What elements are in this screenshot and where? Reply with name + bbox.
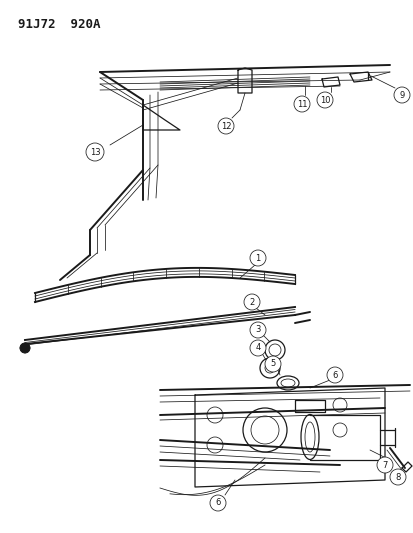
Text: 1: 1 [255, 254, 260, 262]
Circle shape [20, 343, 30, 353]
Text: 5: 5 [270, 359, 275, 368]
Circle shape [249, 340, 266, 356]
Circle shape [249, 322, 266, 338]
Circle shape [209, 495, 225, 511]
Text: 13: 13 [90, 148, 100, 157]
Text: 9: 9 [399, 91, 404, 100]
Text: 6: 6 [332, 370, 337, 379]
Text: 11: 11 [296, 100, 306, 109]
Text: 12: 12 [220, 122, 231, 131]
Circle shape [293, 96, 309, 112]
Text: 2: 2 [249, 297, 254, 306]
Text: 91J72  920A: 91J72 920A [18, 18, 100, 31]
Circle shape [326, 367, 342, 383]
Circle shape [218, 118, 233, 134]
Text: 7: 7 [381, 461, 387, 470]
Text: 3: 3 [255, 326, 260, 335]
Circle shape [249, 250, 266, 266]
Text: 10: 10 [319, 95, 330, 104]
Text: 6: 6 [215, 498, 220, 507]
Circle shape [264, 356, 280, 372]
Circle shape [393, 87, 409, 103]
Circle shape [243, 294, 259, 310]
Circle shape [389, 469, 405, 485]
Circle shape [376, 457, 392, 473]
Circle shape [316, 92, 332, 108]
Circle shape [86, 143, 104, 161]
Text: 4: 4 [255, 343, 260, 352]
Text: 8: 8 [394, 472, 400, 481]
